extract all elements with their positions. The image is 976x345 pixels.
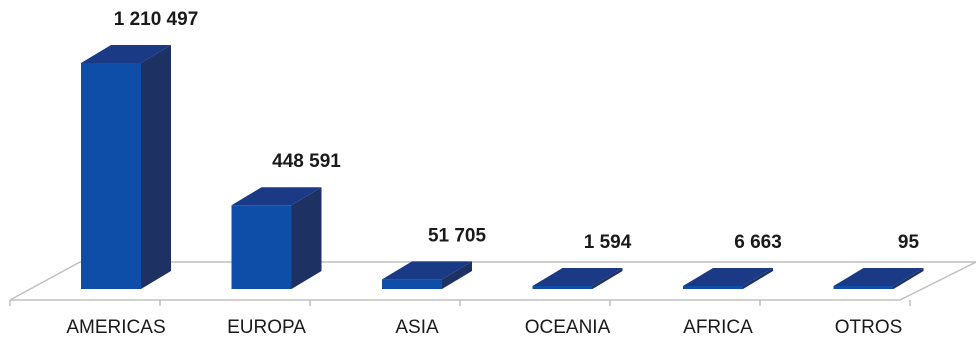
bar-front-asia xyxy=(382,279,442,289)
bar-top-americas xyxy=(81,45,171,63)
bar-front-europa xyxy=(231,205,292,289)
value-label-africa: 6 663 xyxy=(734,232,782,253)
bar-side-oceania xyxy=(592,268,623,289)
bar-side-europa xyxy=(291,187,322,289)
bar-front-americas xyxy=(81,63,141,289)
bar-side-americas xyxy=(141,45,171,289)
chart-floor xyxy=(9,261,976,306)
bar-side-otros xyxy=(893,268,924,289)
bar-front-africa xyxy=(683,286,743,289)
category-labels-group: AMERICAS EUROPA ASIA OCEANIA AFRICA OTROS xyxy=(66,317,902,338)
bar-africa xyxy=(683,268,773,289)
bar-top-otros xyxy=(833,268,924,286)
value-label-otros: 95 xyxy=(898,232,920,253)
value-labels-group: 1 210 497 448 591 51 705 1 594 6 663 95 xyxy=(114,9,920,253)
bar-otros xyxy=(833,268,924,289)
bar-top-oceania xyxy=(532,268,623,286)
category-label-europa: EUROPA xyxy=(227,317,306,338)
floor-plane xyxy=(9,261,976,301)
bar-side-asia xyxy=(442,261,472,289)
bar-top-asia xyxy=(382,261,472,280)
bar-side-africa xyxy=(743,268,773,289)
value-label-americas: 1 210 497 xyxy=(114,9,199,30)
bar-top-europa xyxy=(231,187,322,206)
bar-front-oceania xyxy=(532,286,593,289)
bar-americas xyxy=(81,45,171,289)
bar-asia xyxy=(382,261,472,289)
bar-oceania xyxy=(532,268,623,289)
value-label-europa: 448 591 xyxy=(272,151,341,172)
category-label-americas: AMERICAS xyxy=(66,317,165,338)
bar-europa xyxy=(231,187,322,289)
category-label-africa: AFRICA xyxy=(683,317,753,338)
bars-group xyxy=(81,45,924,289)
category-label-otros: OTROS xyxy=(835,317,903,338)
category-label-asia: ASIA xyxy=(395,317,439,338)
value-label-oceania: 1 594 xyxy=(584,232,632,253)
value-label-asia: 51 705 xyxy=(428,225,487,246)
bar-front-otros xyxy=(833,286,894,289)
bar-top-africa xyxy=(683,268,773,286)
category-label-oceania: OCEANIA xyxy=(525,317,611,338)
